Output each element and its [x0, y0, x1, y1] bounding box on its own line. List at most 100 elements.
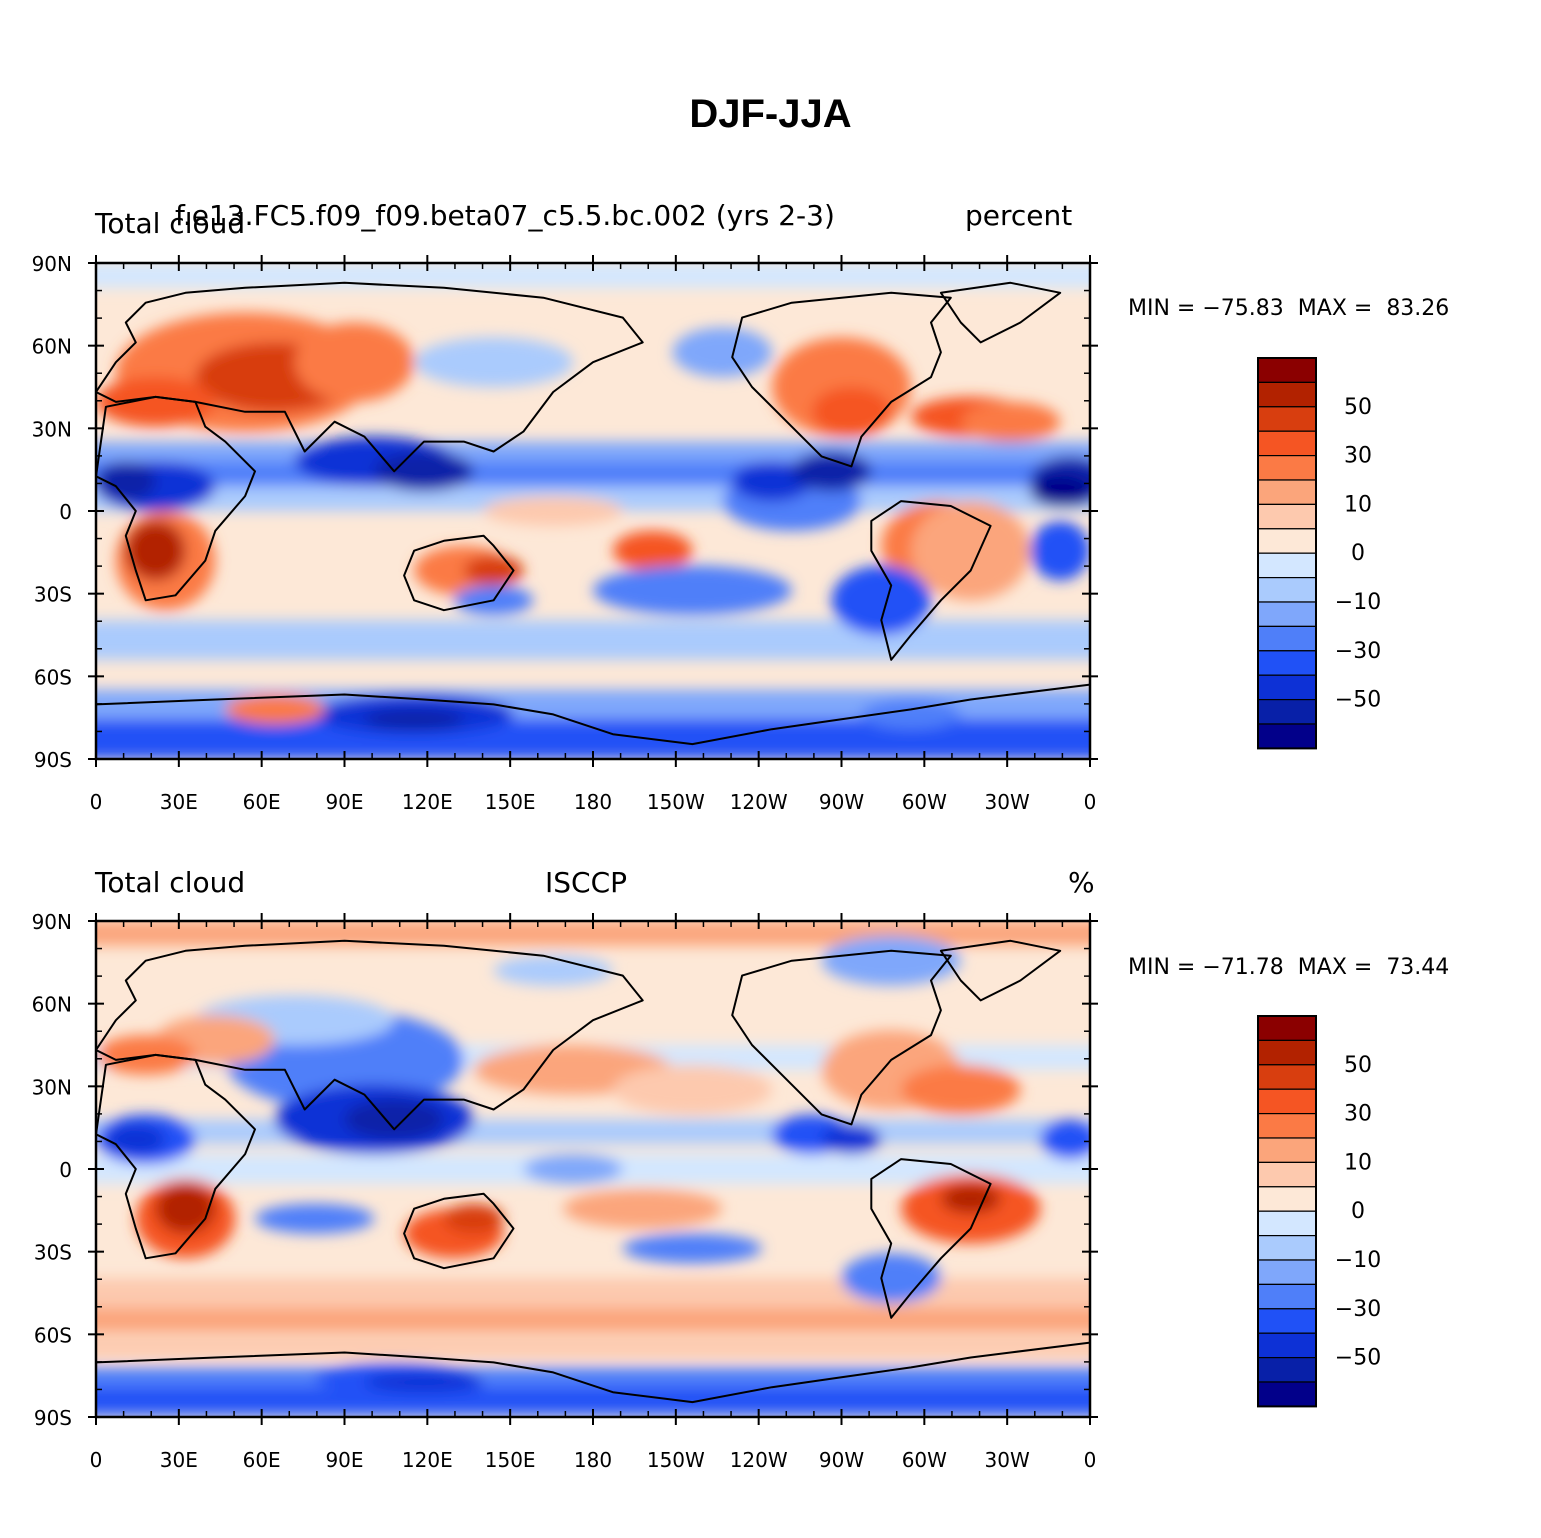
- contour-region: [563, 1188, 723, 1229]
- lon-label: 150W: [647, 790, 705, 814]
- colorbar-frame: [1257, 1015, 1317, 1408]
- lon-label: 150E: [485, 1448, 536, 1472]
- contour-region: [940, 1183, 1001, 1214]
- colorbar-label: −30: [1335, 1297, 1381, 1322]
- colorbar-segment: [1257, 455, 1317, 481]
- contour-region: [443, 1203, 504, 1234]
- colorbar-label: 50: [1344, 1053, 1372, 1078]
- coastline-greenland: [939, 281, 1062, 344]
- colorbar-segment: [1257, 1356, 1317, 1383]
- lon-label: 180: [574, 1448, 612, 1472]
- colorbar-segment: [1257, 406, 1317, 432]
- lon-label: 60W: [902, 790, 947, 814]
- colorbar-segment: [1257, 1283, 1317, 1310]
- colorbar-segment: [1257, 1259, 1317, 1285]
- map-panel-isccp: 90N 60N 30N 0 30S 60S 90S 0 30E 60E 90E 120E 150E 180…: [32, 910, 1382, 1472]
- coastline-samerica: [870, 500, 992, 661]
- coastline-australia: [403, 534, 515, 612]
- contour-region: [821, 1124, 882, 1155]
- colorbar-segment: [1257, 723, 1317, 749]
- lon-label: 180: [574, 790, 612, 814]
- panel-2-min-max: MIN = −71.78 MAX = 73.44: [1128, 955, 1449, 980]
- contour-region: [96, 1035, 196, 1075]
- panel-2-max-label: MAX =: [1297, 955, 1373, 980]
- contour-region: [612, 1064, 772, 1115]
- lat-label: 90S: [34, 748, 72, 772]
- contour-region: [125, 520, 186, 581]
- colorbar-segment: [1257, 1088, 1317, 1115]
- colorbar-segment: [1257, 503, 1317, 530]
- contour-region: [414, 337, 574, 388]
- coastlines: [96, 939, 1090, 1404]
- panel-1-center-title: f.e13.FC5.f09_f09.beta07_c5.5.bc.002 (yr…: [175, 199, 835, 232]
- coastline-australia: [403, 1192, 515, 1270]
- lon-label: 30E: [160, 790, 198, 814]
- contour-region: [364, 1372, 484, 1393]
- lon-label: 90E: [325, 1448, 363, 1472]
- contour-region: [593, 565, 792, 616]
- lon-label: 120E: [402, 1448, 453, 1472]
- colorbar-label: 0: [1351, 1199, 1365, 1224]
- contour-region: [911, 501, 1031, 601]
- panel-2-left-title: Total cloud: [95, 866, 246, 899]
- colorbar-label: −10: [1335, 1248, 1381, 1273]
- figure-title: DJF-JJA: [689, 92, 852, 136]
- lat-label: 90S: [34, 1406, 72, 1430]
- coastline-africa: [96, 1053, 256, 1260]
- lat-label: 60S: [34, 665, 72, 689]
- contour-region: [960, 401, 1061, 442]
- colorbar-label: 10: [1344, 492, 1372, 517]
- colorbar-label: −30: [1335, 639, 1381, 664]
- colorbar-segment: [1257, 528, 1317, 554]
- lon-label: 30W: [985, 790, 1030, 814]
- colorbar-frame: [1257, 357, 1317, 750]
- contour-region: [364, 709, 464, 730]
- lon-label: 60E: [243, 790, 281, 814]
- contour-region: [1030, 520, 1090, 581]
- colorbar-segment: [1257, 601, 1317, 627]
- contour-band: [96, 1387, 1090, 1413]
- panel-2-center-title: ISCCP: [545, 866, 628, 899]
- contour-region: [96, 461, 156, 502]
- coastline-antarctica: [96, 1341, 1090, 1404]
- coastline-namerica: [731, 949, 952, 1126]
- colorbar: 50 30 10 0 −10 −30 −50: [1257, 1015, 1381, 1408]
- lon-label: 60W: [902, 1448, 947, 1472]
- colorbar-label: −50: [1335, 688, 1381, 713]
- contour-band: [96, 1119, 1090, 1145]
- contour-region: [255, 1203, 375, 1234]
- panel-1-right-title: percent: [965, 199, 1073, 232]
- contour-region: [831, 565, 931, 636]
- colorbar-segment: [1257, 698, 1317, 725]
- colorbar-segment: [1257, 650, 1317, 676]
- lat-label: 60S: [34, 1323, 72, 1347]
- lat-label: 90N: [32, 910, 72, 934]
- lat-label: 90N: [32, 252, 72, 276]
- colorbar-label: −50: [1335, 1346, 1381, 1371]
- contour-band: [96, 620, 1090, 660]
- lat-label: 30N: [32, 417, 72, 441]
- colorbar-segment: [1257, 381, 1317, 408]
- contour-region: [901, 1064, 1021, 1115]
- contour-region: [105, 1124, 166, 1155]
- colorbar-segment: [1257, 1039, 1317, 1066]
- contour-region: [374, 451, 474, 492]
- lat-label: 60N: [32, 335, 72, 359]
- colorbar-segment: [1257, 479, 1317, 505]
- lat-label: 30S: [34, 1241, 72, 1265]
- lon-label: 90W: [819, 790, 864, 814]
- lat-label: 0: [59, 1158, 72, 1182]
- contour-region: [96, 377, 216, 427]
- panel-1-min-value: −75.83: [1202, 296, 1284, 321]
- contour-region: [1040, 1119, 1090, 1160]
- panel-1-min-max: MIN = −75.83 MAX = 83.26: [1128, 296, 1449, 321]
- colorbar-label: −10: [1335, 590, 1381, 615]
- lon-label: 120E: [402, 790, 453, 814]
- lon-label: 0: [1084, 1448, 1097, 1472]
- contour-field: [96, 921, 1090, 1417]
- colorbar-label: 50: [1344, 395, 1372, 420]
- lon-label: 30W: [985, 1448, 1030, 1472]
- colorbar-label: 10: [1344, 1150, 1372, 1175]
- lon-label: 150W: [647, 1448, 705, 1472]
